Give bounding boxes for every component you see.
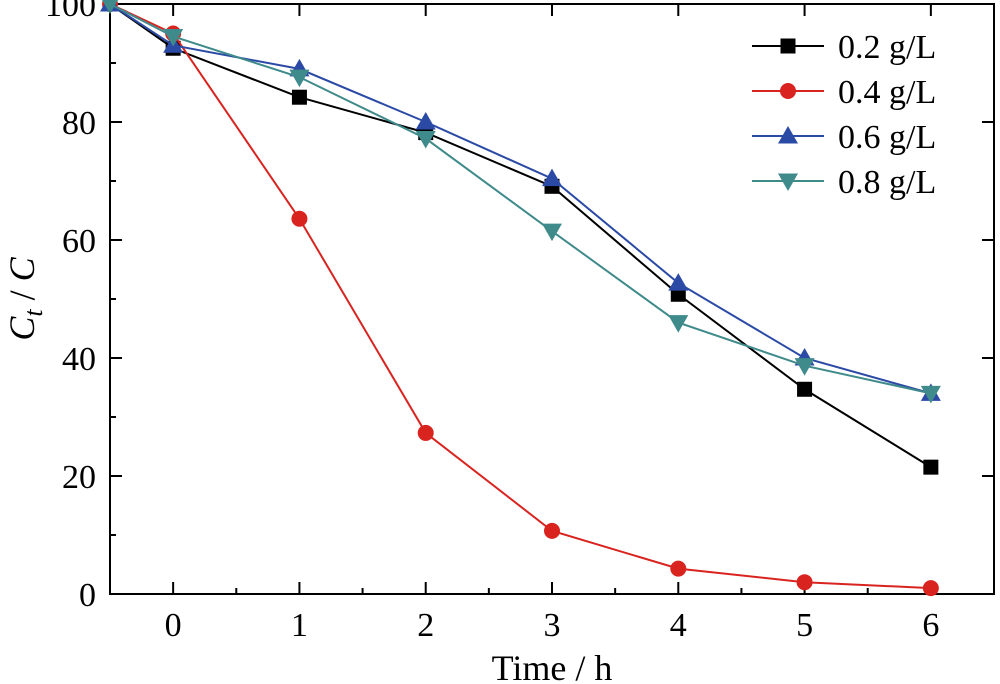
- series-line: [109, 3, 932, 395]
- x-tick-label: 4: [670, 607, 687, 644]
- series-3: [102, 0, 941, 404]
- data-point: [102, 0, 118, 14]
- x-tick-label: 2: [417, 607, 434, 644]
- legend-label: 0.2 g/L: [838, 29, 936, 66]
- y-tick-label: 40: [62, 341, 96, 378]
- data-point: [797, 381, 813, 397]
- data-point: [291, 89, 307, 105]
- data-point: [291, 210, 308, 227]
- legend-marker: [778, 126, 798, 144]
- data-point: [670, 560, 687, 577]
- y-tick-label: 60: [62, 223, 96, 260]
- y-tick-label: 0: [79, 577, 96, 614]
- data-point: [417, 424, 434, 441]
- x-tick-label: 6: [922, 607, 939, 644]
- data-point: [544, 522, 560, 539]
- y-label-separator: /: [2, 281, 42, 309]
- legend-label: 0.6 g/L: [838, 119, 936, 156]
- legend-marker: [778, 173, 798, 191]
- series-line: [109, 3, 932, 469]
- legend-marker: [780, 83, 796, 99]
- series-line: [109, 3, 932, 395]
- x-tick-label: 5: [796, 607, 813, 644]
- series-line: [109, 3, 931, 590]
- legend-entry-2: 0.6 g/L: [752, 119, 936, 156]
- data-point: [794, 358, 815, 376]
- data-point: [920, 385, 941, 404]
- x-tick-label: 3: [544, 607, 561, 644]
- y-tick-label: 20: [62, 459, 96, 496]
- legend-entry-3: 0.8 g/L: [752, 164, 936, 201]
- y-label-main: C: [2, 316, 42, 341]
- legend-label: 0.4 g/L: [838, 74, 936, 111]
- series-layer: [100, 0, 941, 597]
- x-axis-label: Time / h: [492, 648, 613, 684]
- series-2: [100, 0, 941, 401]
- data-point: [542, 223, 562, 242]
- data-point: [922, 580, 939, 597]
- data-point: [668, 273, 689, 291]
- x-tick-label: 1: [291, 607, 308, 644]
- y-label-subscript: t: [19, 309, 48, 317]
- legend-label: 0.8 g/L: [838, 164, 936, 201]
- legend-entry-1: 0.4 g/L: [752, 74, 936, 111]
- data-point: [796, 574, 813, 591]
- series-0: [102, 0, 939, 475]
- data-point: [542, 168, 562, 187]
- series-1: [102, 0, 939, 597]
- legend-marker: [780, 38, 796, 54]
- data-point: [668, 315, 689, 333]
- x-tick-label: 0: [165, 607, 182, 644]
- data-point: [415, 112, 436, 130]
- data-point: [163, 28, 184, 47]
- legend: 0.2 g/L 0.4 g/L 0.6 g/L 0.8 g/L: [752, 29, 936, 201]
- data-point: [415, 131, 436, 149]
- y-tick-label: 100: [45, 0, 96, 24]
- y-axis-label: Ct / C: [2, 256, 48, 340]
- y-tick-label: 80: [62, 105, 96, 142]
- legend-entry-0: 0.2 g/L: [752, 29, 936, 66]
- y-label-denominator: C: [2, 256, 42, 281]
- data-point: [289, 69, 310, 88]
- data-point: [923, 459, 939, 475]
